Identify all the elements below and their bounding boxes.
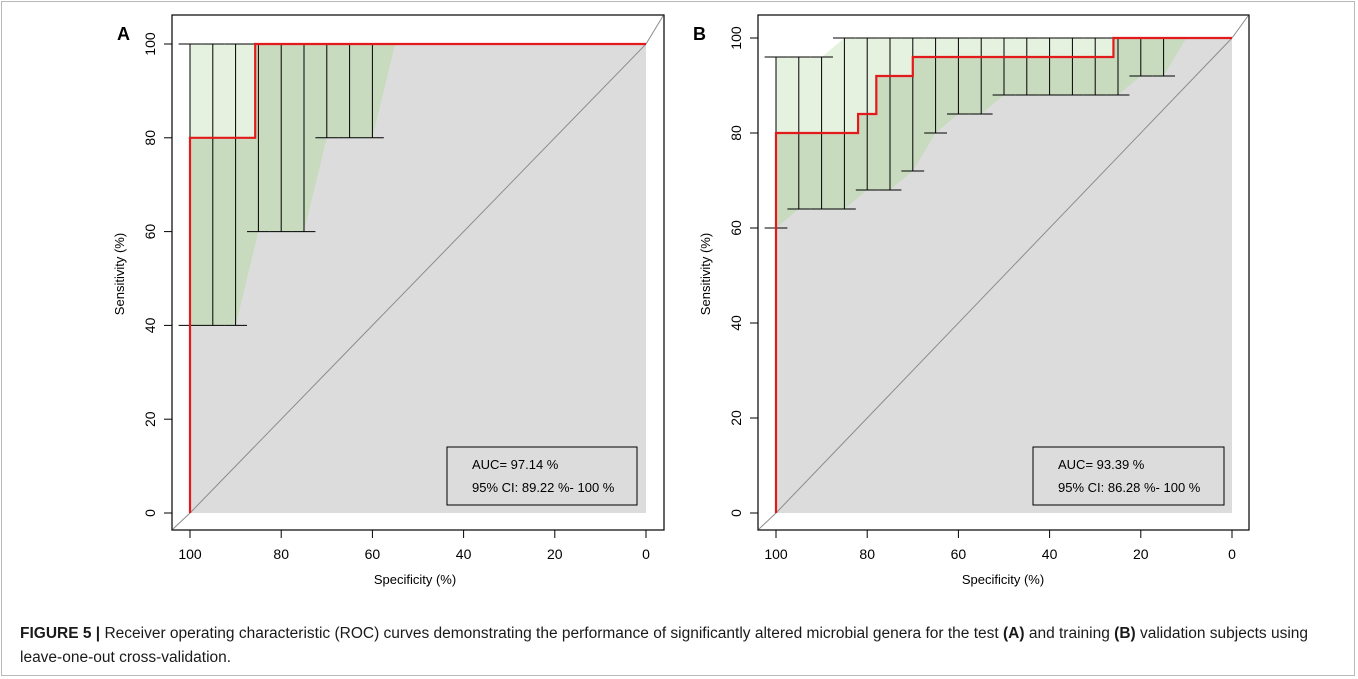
legend-box bbox=[446, 446, 638, 506]
x-tick-label: 20 bbox=[1133, 546, 1149, 562]
x-tick-label: 0 bbox=[1228, 546, 1236, 562]
y-tick-label: 60 bbox=[728, 220, 744, 236]
caption-text-2: and training bbox=[1024, 625, 1115, 642]
panel-letter: B bbox=[693, 24, 706, 44]
x-tick-label: 100 bbox=[178, 546, 202, 562]
caption-panel-a: (A) bbox=[1003, 625, 1025, 642]
x-tick-label: 40 bbox=[1042, 546, 1058, 562]
x-axis-label: Specificity (%) bbox=[962, 572, 1044, 587]
y-tick-label: 0 bbox=[728, 509, 744, 517]
y-tick-label: 40 bbox=[728, 315, 744, 331]
caption-panel-b: (B) bbox=[1114, 625, 1136, 642]
x-tick-label: 40 bbox=[456, 546, 472, 562]
roc-panel-b: 100 80 60 40 20 0 0 20 40 60 80 100 Specificity (%) S… bbox=[693, 14, 1250, 587]
x-tick-label: 20 bbox=[547, 546, 563, 562]
y-tick-label: 100 bbox=[728, 26, 744, 50]
y-tick-label: 100 bbox=[142, 32, 158, 56]
legend-box bbox=[1032, 446, 1225, 506]
figure-caption: FIGURE 5 | Receiver operating characteri… bbox=[20, 622, 1336, 670]
legend-auc: AUC= 97.14 % bbox=[472, 457, 559, 472]
caption-label: FIGURE 5 | bbox=[20, 625, 101, 642]
chance-diagonal-ext-low bbox=[172, 512, 191, 530]
plot-frame bbox=[757, 14, 1250, 531]
y-axis-label: Sensitivity (%) bbox=[698, 233, 713, 315]
chance-diagonal-ext-low bbox=[758, 512, 777, 530]
chance-diagonal-ext-high bbox=[645, 15, 664, 45]
panel-letter: A bbox=[117, 24, 130, 44]
legend-auc: AUC= 93.39 % bbox=[1058, 457, 1145, 472]
x-tick-label: 80 bbox=[273, 546, 289, 562]
x-tick-label: 0 bbox=[642, 546, 650, 562]
roc-curve bbox=[774, 36, 1232, 513]
y-tick-label: 0 bbox=[142, 509, 158, 517]
caption-text-1: Receiver operating characteristic (ROC) … bbox=[100, 625, 1003, 642]
legend-ci: 95% CI: 89.22 %- 100 % bbox=[472, 480, 615, 495]
x-tick-label: 100 bbox=[764, 546, 788, 562]
figure-charts: 100 80 60 40 20 0 0 20 40 60 80 100 Specificity (%) S… bbox=[112, 14, 1250, 587]
y-tick-label: 40 bbox=[142, 317, 158, 333]
caption-text-3: validation subjects using leave-one-out … bbox=[20, 625, 1309, 666]
y-tick-label: 80 bbox=[142, 130, 158, 146]
y-axis-label: Sensitivity (%) bbox=[112, 233, 127, 315]
chance-diagonal-ext-high bbox=[1231, 15, 1249, 39]
y-tick-label: 20 bbox=[142, 411, 158, 427]
x-axis-label: Specificity (%) bbox=[374, 572, 456, 587]
x-tick-label: 80 bbox=[859, 546, 875, 562]
y-tick-label: 20 bbox=[728, 410, 744, 426]
chance-diagonal bbox=[189, 43, 647, 514]
y-tick-label: 80 bbox=[728, 125, 744, 141]
x-tick-label: 60 bbox=[951, 546, 967, 562]
legend-ci: 95% CI: 86.28 %- 100 % bbox=[1058, 480, 1201, 495]
chance-diagonal bbox=[775, 37, 1233, 514]
plot-frame bbox=[171, 14, 665, 531]
roc-curve bbox=[188, 42, 646, 513]
roc-panel-a: 100 80 60 40 20 0 0 20 40 60 80 100 Specificity (%) S… bbox=[112, 14, 665, 587]
y-tick-label: 60 bbox=[142, 224, 158, 240]
x-tick-label: 60 bbox=[365, 546, 381, 562]
